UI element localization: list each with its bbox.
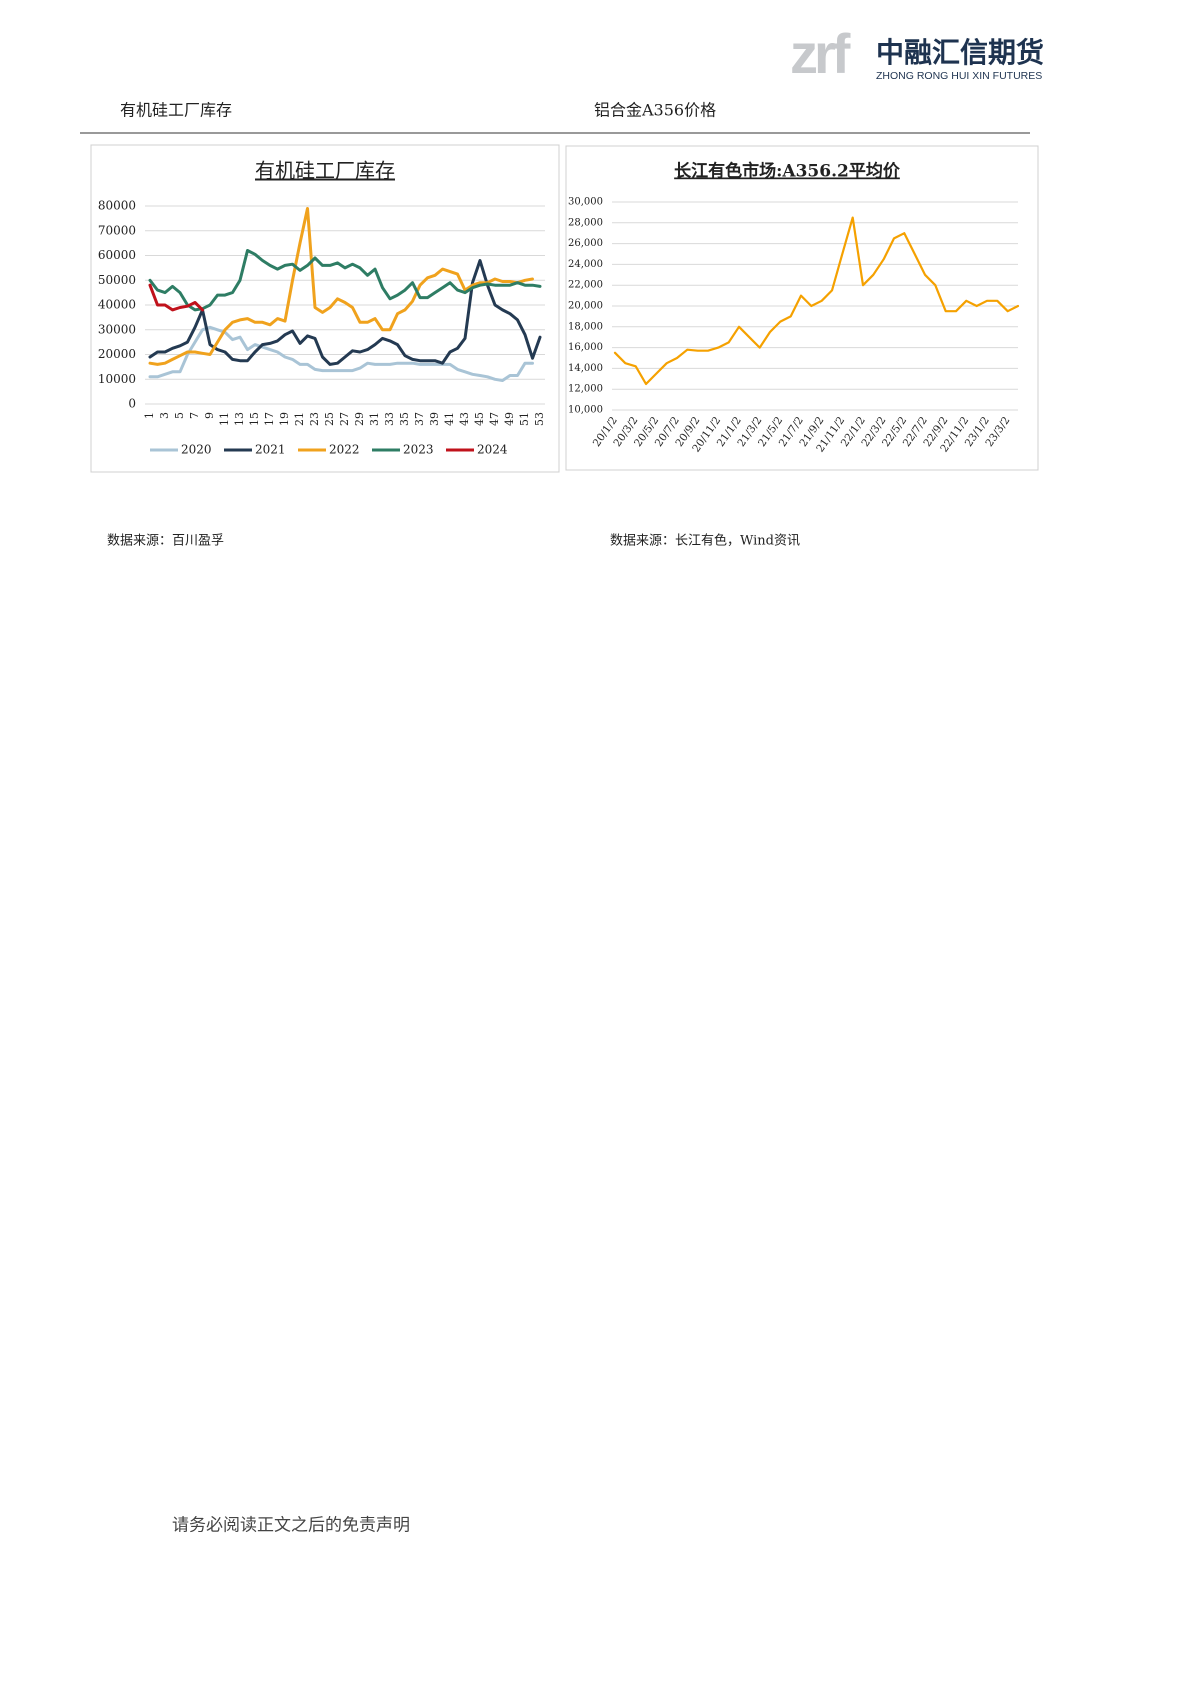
x-tick-label: 3 — [158, 412, 171, 419]
chart-frame — [565, 145, 1039, 471]
x-tick-label: 23 — [308, 412, 321, 426]
y-tick-label: 30000 — [98, 322, 136, 336]
x-tick-label: 33 — [383, 412, 396, 426]
x-tick-label: 11 — [218, 412, 231, 426]
legend-label: 2022 — [329, 443, 360, 457]
chart-title: 有机硅工厂库存 — [255, 159, 395, 183]
y-tick-label: 12,000 — [568, 384, 603, 395]
series-line — [148, 207, 534, 366]
x-tick-label: 9 — [203, 412, 216, 419]
x-tick-label: 47 — [488, 412, 501, 426]
x-tick-label: 7 — [188, 412, 201, 419]
x-tick-label: 37 — [413, 412, 426, 426]
legend-label: 2020 — [181, 443, 212, 457]
legend-label: 2021 — [255, 443, 286, 457]
x-tick-label: 49 — [503, 412, 516, 426]
x-tick-label: 31 — [368, 412, 381, 426]
source-note: 数据来源：长江有色，Wind资讯 — [610, 533, 800, 549]
x-tick-label: 19 — [278, 412, 291, 426]
chart-frame — [90, 144, 560, 473]
y-tick-label: 40000 — [98, 298, 136, 312]
y-tick-label: 24,000 — [568, 259, 603, 270]
series-line — [148, 249, 542, 312]
y-tick-label: 30,000 — [568, 197, 603, 208]
chart-title: 长江有色市场:A356.2平均价 — [674, 161, 901, 182]
source-note: 数据来源：百川盈孚 — [107, 534, 224, 549]
series-line — [613, 216, 1020, 386]
y-tick-label: 22,000 — [568, 280, 603, 291]
x-tick-label: 45 — [473, 412, 486, 426]
x-tick-label: 53 — [533, 412, 546, 426]
legend-label: 2024 — [477, 443, 508, 457]
x-tick-label: 39 — [428, 412, 441, 426]
x-tick-label: 5 — [173, 412, 186, 419]
series-line — [148, 325, 534, 382]
y-tick-label: 20,000 — [568, 301, 603, 312]
x-tick-label: 1 — [143, 412, 156, 419]
x-tick-label: 13 — [233, 412, 246, 426]
y-tick-label: 20000 — [98, 347, 136, 361]
x-tick-label: 51 — [518, 412, 531, 426]
company-name: 中融汇信期货 — [876, 36, 1044, 69]
y-tick-label: 14,000 — [568, 363, 603, 374]
x-tick-label: 17 — [263, 412, 276, 426]
company-name-en: ZHONG RONG HUI XIN FUTURES — [876, 70, 1042, 82]
section-title: 铝合金A356价格 — [594, 101, 716, 120]
x-tick-label: 43 — [458, 412, 471, 426]
footer-disclaimer: 请务必阅读正文之后的免责声明 — [172, 1516, 410, 1536]
series-line — [148, 259, 542, 366]
y-tick-label: 28,000 — [568, 217, 603, 228]
y-tick-label: 10,000 — [568, 405, 603, 416]
x-tick-label: 27 — [338, 412, 351, 426]
y-tick-label: 16,000 — [568, 342, 603, 353]
y-tick-label: 26,000 — [568, 238, 603, 249]
y-tick-label: 0 — [128, 397, 136, 411]
y-tick-label: 60000 — [98, 248, 136, 262]
x-tick-label: 35 — [398, 412, 411, 426]
logo-mark: zrf — [790, 22, 851, 85]
y-tick-label: 10000 — [98, 372, 136, 386]
y-tick-label: 70000 — [98, 223, 136, 237]
x-tick-label: 41 — [443, 412, 456, 426]
section-title: 有机硅工厂库存 — [120, 101, 232, 120]
y-tick-label: 50000 — [98, 273, 136, 287]
x-tick-label: 25 — [323, 412, 336, 426]
x-tick-label: 15 — [248, 412, 261, 426]
x-tick-label: 29 — [353, 412, 366, 426]
legend-label: 2023 — [403, 443, 434, 457]
y-tick-label: 80000 — [98, 199, 136, 213]
series-line — [148, 283, 204, 312]
y-tick-label: 18,000 — [568, 321, 603, 332]
x-tick-label: 21 — [293, 412, 306, 426]
